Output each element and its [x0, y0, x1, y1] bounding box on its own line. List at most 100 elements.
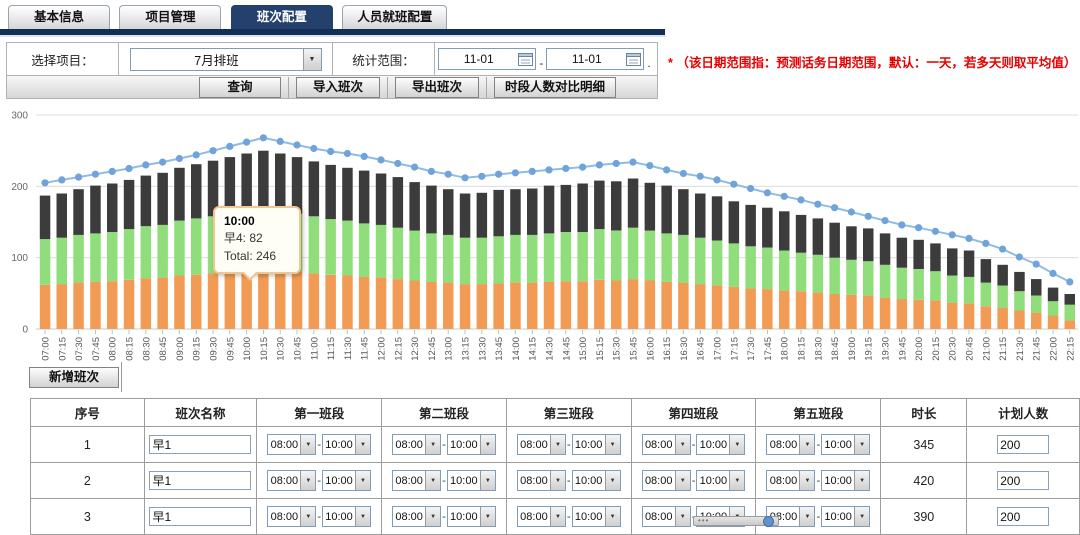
bar-top-segment[interactable] [795, 214, 807, 253]
bar-top-segment[interactable] [527, 188, 538, 235]
shift-name-input[interactable] [149, 435, 252, 454]
bar-middle-segment[interactable] [39, 239, 51, 285]
bar-top-segment[interactable] [980, 259, 992, 283]
bar-middle-segment[interactable] [611, 230, 622, 281]
bar-middle-segment[interactable] [762, 247, 773, 290]
tab-personnel-schedule-config[interactable]: 人员就班配置 [342, 5, 448, 29]
bar-middle-segment[interactable] [459, 237, 471, 285]
bar-bottom-segment[interactable] [358, 276, 370, 329]
chevron-down-icon[interactable]: ▼ [674, 471, 690, 490]
line-marker[interactable] [797, 196, 805, 204]
bar-top-segment[interactable] [443, 189, 454, 235]
line-marker[interactable] [579, 163, 587, 171]
bar-bottom-segment[interactable] [795, 291, 807, 329]
bar-top-segment[interactable] [1047, 287, 1059, 302]
bar-bottom-segment[interactable] [325, 274, 336, 329]
chevron-down-icon[interactable]: ▼ [549, 435, 565, 454]
bar-middle-segment[interactable] [678, 234, 689, 283]
tab-shift-config[interactable]: 班次配置 [230, 5, 333, 29]
segment-start-select[interactable]: 08:00 ▼ [641, 434, 691, 455]
line-marker[interactable] [343, 149, 351, 158]
segment-start-select[interactable]: 08:00 ▼ [392, 470, 442, 491]
line-marker[interactable] [679, 169, 688, 178]
line-marker[interactable] [931, 227, 940, 235]
bar-middle-segment[interactable] [1047, 301, 1059, 316]
bar-bottom-segment[interactable] [258, 270, 269, 330]
bar-bottom-segment[interactable] [510, 282, 521, 329]
bar-bottom-segment[interactable] [459, 284, 471, 329]
bar-bottom-segment[interactable] [863, 295, 874, 330]
line-marker[interactable] [377, 156, 385, 164]
line-marker[interactable] [444, 170, 452, 178]
chevron-down-icon[interactable]: ▼ [300, 471, 316, 490]
line-marker[interactable] [982, 239, 990, 247]
line-marker[interactable] [411, 163, 419, 171]
bar-top-segment[interactable] [678, 189, 689, 235]
line-marker[interactable] [595, 161, 604, 169]
bar-middle-segment[interactable] [308, 216, 320, 274]
bar-top-segment[interactable] [90, 185, 101, 234]
bar-top-segment[interactable] [39, 195, 51, 240]
line-marker[interactable] [192, 151, 200, 159]
bar-top-segment[interactable] [157, 172, 168, 225]
line-marker[interactable] [108, 167, 116, 175]
segment-end-select[interactable]: 10:00▼ [446, 434, 496, 455]
line-marker[interactable] [915, 224, 923, 232]
bar-bottom-segment[interactable] [627, 279, 639, 329]
bar-top-segment[interactable] [762, 207, 773, 248]
segment-start-select[interactable]: 08:00 ▼ [267, 470, 317, 491]
bar-top-segment[interactable] [123, 179, 135, 230]
chevron-down-icon[interactable]: ▼ [479, 507, 495, 526]
line-marker[interactable] [478, 172, 486, 180]
bar-top-segment[interactable] [258, 150, 269, 210]
line-marker[interactable] [663, 166, 671, 174]
bar-middle-segment[interactable] [56, 237, 68, 285]
line-marker[interactable] [898, 221, 906, 229]
chevron-down-icon[interactable]: ▼ [479, 471, 495, 490]
bar-bottom-segment[interactable] [207, 273, 219, 329]
line-marker[interactable] [142, 161, 150, 169]
bar-top-segment[interactable] [644, 182, 656, 231]
bar-middle-segment[interactable] [358, 223, 370, 277]
bar-top-segment[interactable] [879, 233, 891, 265]
line-marker[interactable] [259, 134, 267, 142]
line-marker[interactable] [394, 159, 402, 168]
chevron-down-icon[interactable]: ▼ [854, 507, 870, 526]
line-marker[interactable] [780, 192, 788, 200]
bar-middle-segment[interactable] [947, 275, 958, 303]
bar-bottom-segment[interactable] [963, 303, 975, 329]
bar-bottom-segment[interactable] [39, 284, 51, 329]
line-marker[interactable] [562, 164, 570, 173]
chevron-down-icon[interactable]: ▼ [355, 471, 371, 490]
line-marker[interactable] [528, 167, 536, 175]
bar-top-segment[interactable] [291, 157, 303, 214]
bar-bottom-segment[interactable] [392, 279, 404, 329]
segment-start-select[interactable]: 08:00 ▼ [516, 506, 566, 527]
bar-middle-segment[interactable] [90, 233, 101, 282]
segment-start-select[interactable]: 08:00 ▼ [641, 470, 691, 491]
bar-middle-segment[interactable] [426, 233, 437, 282]
bar-middle-segment[interactable] [1014, 291, 1025, 311]
bar-middle-segment[interactable] [997, 285, 1008, 308]
segment-end-select[interactable]: 10:00▼ [696, 434, 746, 455]
bar-middle-segment[interactable] [728, 243, 740, 287]
bar-bottom-segment[interactable] [493, 283, 504, 329]
line-marker[interactable] [310, 144, 318, 153]
query-button[interactable]: 查询 [199, 76, 281, 98]
line-marker[interactable] [831, 204, 839, 212]
bar-middle-segment[interactable] [661, 233, 672, 282]
line-marker[interactable] [91, 170, 99, 178]
line-marker[interactable] [763, 189, 772, 197]
line-marker[interactable] [293, 141, 301, 149]
bar-top-segment[interactable] [56, 193, 68, 238]
bar-middle-segment[interactable] [476, 237, 488, 285]
bar-bottom-segment[interactable] [644, 280, 656, 330]
bar-top-segment[interactable] [1064, 294, 1076, 305]
bar-bottom-segment[interactable] [174, 275, 185, 330]
bar-middle-segment[interactable] [140, 226, 152, 279]
segment-start-select[interactable]: 08:00 ▼ [267, 506, 317, 527]
bar-top-segment[interactable] [476, 192, 488, 238]
bar-bottom-segment[interactable] [241, 270, 252, 330]
partial-popup[interactable]: ••• [693, 515, 779, 527]
line-marker[interactable] [864, 212, 872, 220]
